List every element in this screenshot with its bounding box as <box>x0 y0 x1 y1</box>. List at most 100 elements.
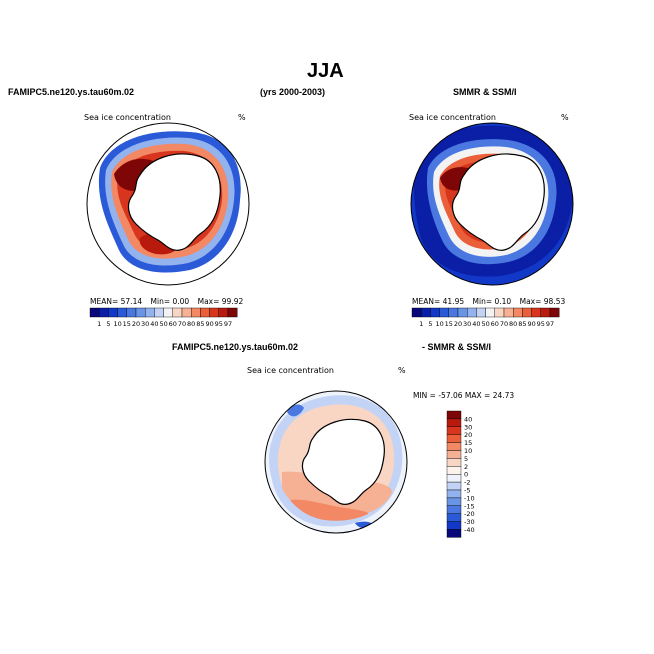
obs-max-label: Max= <box>519 297 542 306</box>
model-colorbar-swatch <box>200 307 210 318</box>
diff-colorbar-tick-label: -5 <box>464 487 470 495</box>
obs-min-value: 0.10 <box>494 297 512 306</box>
diff-colorbar-swatch <box>446 458 462 467</box>
diff-colorbar-swatch <box>446 505 462 514</box>
obs-colorbar-swatch <box>420 307 431 318</box>
obs-colorbar-swatch <box>531 307 541 318</box>
model-mean-label: MEAN= <box>90 297 119 306</box>
model-case-label: FAMIPC5.ne120.ys.tau60m.02 <box>8 87 135 97</box>
model-colorbar-tick-label: 5 <box>106 320 110 328</box>
model-max-label: Max= <box>197 297 220 306</box>
obs-colorbar-tick-label: 70 <box>500 320 508 328</box>
page-title: JJA <box>307 60 344 82</box>
diff-colorbar-swatch <box>446 521 462 530</box>
obs-colorbar-swatch <box>439 307 450 318</box>
obs-field-label: Sea ice concentration <box>409 113 496 122</box>
obs-units-label: % <box>561 113 569 122</box>
diff-colorbar-swatch <box>446 434 462 443</box>
diff-field-label: Sea ice concentration <box>247 366 334 375</box>
diff-minmax: MIN = -57.06 MAX = 24.73 <box>413 391 515 400</box>
model-max-value: 99.92 <box>221 297 244 306</box>
model-stats: MEAN= 57.14 Min= 0.00 Max= 99.92 <box>90 297 243 306</box>
diff-colorbar-swatch <box>446 410 462 420</box>
obs-colorbar-swatch <box>485 307 495 318</box>
obs-colorbar-swatch <box>467 307 477 318</box>
obs-colorbar-swatch <box>522 307 532 318</box>
diff-colorbar-tick-label: -20 <box>464 510 475 518</box>
model-colorbar-swatch <box>108 307 118 318</box>
obs-min-label: Min= <box>472 297 493 306</box>
diff-colorbar-tick-label: -2 <box>464 479 470 487</box>
obs-colorbar-swatch <box>476 307 486 318</box>
model-colorbar-swatch <box>154 307 164 318</box>
obs-colorbar: 1 5 10 15 20 30 40 50 60 70 80 85 90 95 97 <box>411 307 560 328</box>
obs-colorbar-swatch <box>457 307 468 318</box>
diff-colorbar-swatch <box>446 497 462 507</box>
diff-colorbar-swatch <box>446 418 462 427</box>
diff-colorbar-tick-label: -40 <box>464 526 475 534</box>
obs-colorbar-swatch <box>540 307 551 318</box>
diff-colorbar-tick-label: 2 <box>464 463 468 471</box>
diff-colorbar-tick-label: 0 <box>464 471 468 479</box>
model-colorbar-swatch <box>89 307 100 318</box>
model-colorbar-swatch <box>172 307 183 318</box>
model-colorbar-tick-label: 95 <box>215 320 223 328</box>
diff-map-border <box>264 390 408 534</box>
model-colorbar-swatch <box>227 307 238 318</box>
diff-colorbar-tick-label: 5 <box>464 455 468 463</box>
diff-obs-label: - SMMR & SSM/I <box>422 342 491 352</box>
obs-mean-label: MEAN= <box>412 297 441 306</box>
obs-colorbar-tick-label: 5 <box>428 320 432 328</box>
diff-colorbar-tick-label: -15 <box>464 502 475 510</box>
model-colorbar-tick-label: 40 <box>150 320 158 328</box>
diff-units-label: % <box>398 366 406 375</box>
obs-colorbar-swatch <box>549 307 560 318</box>
model-colorbar-tick-label: 90 <box>205 320 213 328</box>
obs-colorbar-tick-label: 95 <box>537 320 545 328</box>
obs-colorbar-swatch <box>411 307 422 318</box>
model-colorbar-tick-label: 30 <box>141 320 149 328</box>
obs-colorbar-tick-label: 50 <box>481 320 489 328</box>
diff-colorbar-tick-label: 40 <box>464 415 472 423</box>
model-colorbar: 1 5 10 15 20 30 40 50 60 70 80 85 90 95 97 <box>89 307 238 328</box>
diff-colorbar-swatch <box>446 466 462 475</box>
model-units-label: % <box>238 113 246 122</box>
years-label: (yrs 2000-2003) <box>260 87 326 97</box>
model-mean-value: 57.14 <box>120 297 143 306</box>
model-colorbar-swatch <box>181 307 192 318</box>
obs-colorbar-tick-label: 40 <box>472 320 480 328</box>
obs-ice-field <box>411 123 573 285</box>
diff-field <box>265 391 407 533</box>
diff-colorbar-tick-label: 15 <box>464 439 472 447</box>
obs-colorbar-tick-label: 85 <box>518 320 526 328</box>
diff-colorbar-tick-label: 20 <box>464 431 472 439</box>
obs-colorbar-tick-label: 20 <box>454 320 462 328</box>
model-colorbar-swatch <box>145 307 155 318</box>
model-colorbar-tick-label: 70 <box>178 320 186 328</box>
model-colorbar-tick-label: 97 <box>224 320 232 328</box>
obs-max-value: 98.53 <box>543 297 566 306</box>
obs-colorbar-tick-label: 10 <box>435 320 443 328</box>
diff-colorbar-tick-label: -30 <box>464 518 475 526</box>
obs-colorbar-tick-label: 60 <box>491 320 499 328</box>
obs-colorbar-swatch <box>512 307 523 318</box>
diff-colorbar-tick-label: -10 <box>464 494 475 502</box>
model-ice-field <box>98 131 241 273</box>
model-min-value: 0.00 <box>172 297 190 306</box>
obs-colorbar-swatch <box>503 307 514 318</box>
model-min-label: Min= <box>150 297 171 306</box>
model-colorbar-swatch <box>126 307 137 318</box>
obs-colorbar-tick-label: 15 <box>445 320 453 328</box>
obs-colorbar-tick-label: 30 <box>463 320 471 328</box>
model-colorbar-swatch <box>98 307 109 318</box>
diff-colorbar-swatch <box>446 529 462 538</box>
diff-colorbar-tick-label: 30 <box>464 423 472 431</box>
obs-label: SMMR & SSM/I <box>453 87 517 97</box>
obs-mean-value: 41.95 <box>442 297 465 306</box>
model-map-border <box>86 122 250 286</box>
obs-stats: MEAN= 41.95 Min= 0.10 Max= 98.53 <box>412 297 565 306</box>
diff-colorbar-swatch <box>446 473 462 483</box>
obs-colorbar-tick-label: 97 <box>546 320 554 328</box>
model-colorbar-swatch <box>209 307 219 318</box>
